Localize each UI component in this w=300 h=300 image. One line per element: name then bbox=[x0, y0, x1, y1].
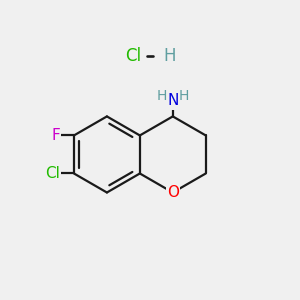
Text: H: H bbox=[163, 47, 176, 65]
Text: H: H bbox=[156, 89, 167, 103]
Text: H: H bbox=[179, 89, 189, 103]
Text: N: N bbox=[167, 94, 178, 109]
Text: Cl: Cl bbox=[45, 166, 60, 181]
Text: Cl: Cl bbox=[126, 47, 142, 65]
Text: O: O bbox=[167, 185, 179, 200]
Text: F: F bbox=[51, 128, 60, 143]
